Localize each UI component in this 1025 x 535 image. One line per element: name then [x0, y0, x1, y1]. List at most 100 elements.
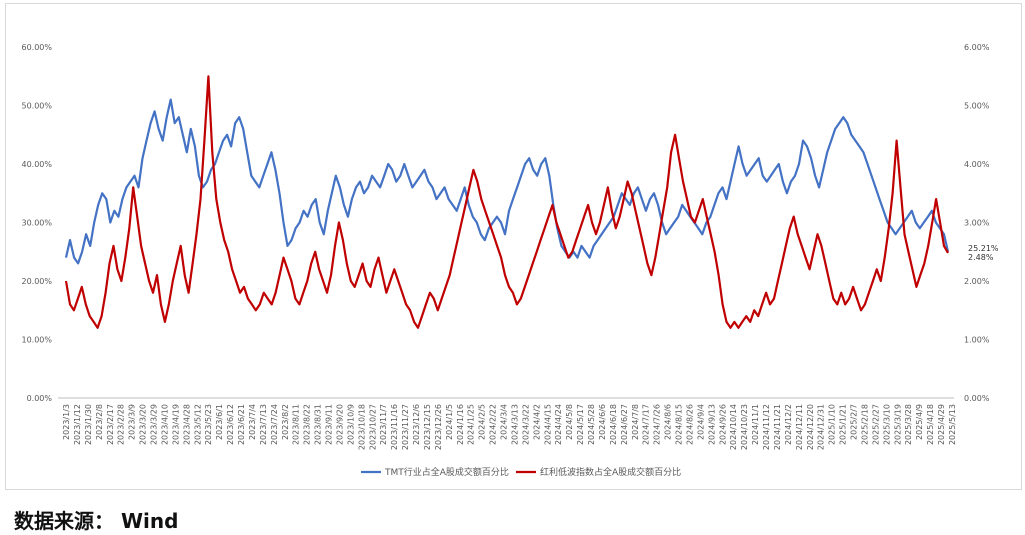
- x-axis-tick-label: 2025/4/18: [926, 404, 935, 445]
- x-axis-tick-label: 2024/6/27: [620, 404, 629, 445]
- left-axis-tick-label: 0.00%: [27, 394, 53, 403]
- x-axis-tick-label: 2024/10/14: [729, 404, 738, 450]
- x-axis-tick-label: 2024/7/26: [653, 404, 662, 445]
- x-axis-tick-label: 2024/11/12: [762, 404, 771, 450]
- x-axis-tick-label: 2023/11/16: [390, 404, 399, 450]
- x-axis-tick-label: 2024/8/15: [675, 404, 684, 445]
- x-axis-tick-label: 2023/9/20: [335, 404, 344, 445]
- x-axis-tick-label: 2023/12/6: [412, 404, 421, 445]
- x-axis-tick-label: 2023/11/7: [379, 404, 388, 445]
- x-axis-tick-label: 2024/1/25: [467, 404, 476, 445]
- x-axis-tick-label: 2023/8/11: [292, 404, 301, 445]
- x-axis-tick-label: 2023/3/20: [139, 404, 148, 445]
- left-axis-tick-label: 60.00%: [21, 43, 52, 52]
- series-line-dividend-low-vol: [64, 75, 949, 329]
- x-axis-tick-label: 2023/2/28: [117, 404, 126, 445]
- x-axis-tick-label: 2023/10/9: [346, 404, 355, 445]
- x-axis-tick-label: 2024/3/13: [510, 404, 519, 445]
- x-axis-tick-label: 2025/2/7: [850, 404, 859, 440]
- x-axis-tick-label: 2024/10/23: [740, 404, 749, 450]
- x-axis-tick-label: 2024/4/15: [543, 404, 552, 445]
- x-axis-tick-label: 2023/12/15: [423, 404, 432, 450]
- x-axis-tick-label: 2024/12/11: [795, 404, 804, 450]
- x-axis-tick-label: 2023/5/23: [204, 404, 213, 445]
- left-axis-tick-label: 20.00%: [21, 277, 52, 286]
- x-axis-tick-label: 2024/12/20: [806, 404, 815, 450]
- x-axis-tick-label: 2023/3/29: [150, 404, 159, 445]
- x-axis-tick-label: 2024/2/5: [478, 404, 487, 440]
- x-axis-tick-label: 2024/5/8: [565, 404, 574, 440]
- x-axis-tick-label: 2024/1/16: [456, 404, 465, 445]
- x-axis-tick-label: 2024/8/6: [664, 404, 673, 440]
- x-axis-tick-label: 2025/5/13: [948, 404, 957, 445]
- x-axis-tick-label: 2024/11/1: [751, 404, 760, 445]
- source-note: 数据来源： Wind: [14, 509, 179, 533]
- x-axis-tick-label: 2025/2/27: [871, 404, 880, 445]
- x-axis-tick-label: 2025/3/28: [904, 404, 913, 445]
- x-axis-tick-label: 2023/10/18: [357, 404, 366, 450]
- x-axis-tick-label: 2023/1/30: [84, 404, 93, 445]
- left-axis-tick-label: 10.00%: [21, 336, 52, 345]
- x-axis-tick-label: 2023/7/4: [248, 404, 257, 440]
- right-axis-tick-label: 1.00%: [964, 336, 990, 345]
- x-axis-tick-label: 2024/6/18: [609, 404, 618, 445]
- x-axis-tick-label: 2023/6/1: [215, 404, 224, 440]
- x-axis-tick-label: 2024/8/26: [685, 404, 694, 445]
- x-axis-tick-label: 2024/4/2: [532, 404, 541, 440]
- x-axis-tick-label: 2024/7/17: [642, 404, 651, 445]
- x-axis-tick-label: 2023/3/9: [128, 404, 137, 440]
- right-axis-tick-label: 2.00%: [964, 277, 990, 286]
- x-axis-tick-label: 2023/4/19: [171, 404, 180, 445]
- x-axis-tick-label: 2023/4/10: [160, 404, 169, 445]
- x-axis-tick-label: 2023/12/26: [434, 404, 443, 450]
- x-axis-tick-label: 2023/6/12: [226, 404, 235, 445]
- left-axis-tick-label: 50.00%: [21, 102, 52, 111]
- x-axis-tick-label: 2024/3/22: [521, 404, 530, 445]
- left-axis-tick-label: 30.00%: [21, 219, 52, 228]
- x-axis-tick-label: 2025/1/21: [839, 404, 848, 445]
- x-axis-tick-label: 2024/9/4: [696, 404, 705, 440]
- x-axis-tick-label: 2024/12/31: [817, 404, 826, 450]
- right-axis-tick-label: 4.00%: [964, 160, 990, 169]
- chart-frame: 0.00% 10.00% 20.00% 30.00% 40.00% 50.00% 60.00…: [5, 3, 1022, 490]
- x-axis-tick-label: 2023/8/22: [303, 404, 312, 445]
- x-axis-tick-label: 2023/1/3: [62, 404, 71, 440]
- x-axis-tick-label: 2023/8/2: [281, 404, 290, 440]
- left-axis-tick-label: 40.00%: [21, 160, 52, 169]
- x-axis-tick-label: 2024/9/26: [718, 404, 727, 445]
- x-axis-tick-label: 2023/6/21: [237, 404, 246, 445]
- series-end-label: 25.21%: [968, 244, 999, 253]
- x-axis-tick-label: 2024/2/22: [489, 404, 498, 445]
- line-chart: 0.00% 10.00% 20.00% 30.00% 40.00% 50.00% 60.00…: [21, 43, 999, 478]
- x-axis-tick-label: 2023/9/11: [325, 404, 334, 445]
- x-axis-tick-label: 2023/8/31: [314, 404, 323, 445]
- right-axis-tick-label: 6.00%: [964, 43, 990, 52]
- x-axis-tick-label: 2023/10/27: [368, 404, 377, 450]
- x-axis-tick-label: 2023/5/12: [193, 404, 202, 445]
- series-end-label: 2.48%: [968, 253, 994, 262]
- x-axis-tick-label: 2024/4/24: [554, 404, 563, 445]
- right-axis-tick-label: 5.00%: [964, 102, 990, 111]
- x-axis-tick-label: 2024/9/13: [707, 404, 716, 445]
- x-axis-tick-label: 2023/1/12: [73, 404, 82, 445]
- x-axis-tick-label: 2023/2/8: [95, 404, 104, 440]
- x-axis-tick-label: 2023/7/13: [259, 404, 268, 445]
- x-axis-tick-label: 2025/4/9: [915, 404, 924, 440]
- x-axis-tick-label: 2024/7/8: [631, 404, 640, 440]
- x-axis-tick-label: 2023/7/24: [270, 404, 279, 445]
- legend-label: TMT行业占全A股成交额百分比: [384, 466, 509, 478]
- x-axis-tick-label: 2024/5/17: [576, 404, 585, 445]
- right-axis-tick-label: 3.00%: [964, 219, 990, 228]
- x-axis-tick-label: 2023/2/17: [106, 404, 115, 445]
- x-axis-tick-label: 2024/6/6: [598, 404, 607, 440]
- x-axis-tick-label: 2025/4/29: [937, 404, 946, 445]
- x-axis-tick-label: 2025/3/19: [893, 404, 902, 445]
- right-axis-tick-label: 0.00%: [964, 394, 990, 403]
- x-axis-tick-label: 2025/3/10: [882, 404, 891, 445]
- x-axis-tick-label: 2025/1/10: [828, 404, 837, 445]
- x-axis-tick-label: 2024/1/5: [445, 404, 454, 440]
- x-axis-tick-label: 2023/4/28: [182, 404, 191, 445]
- x-axis-tick-label: 2024/12/2: [784, 404, 793, 445]
- x-axis-tick-label: 2024/11/21: [773, 404, 782, 450]
- legend-label: 红利低波指数占全A股成交额百分比: [540, 466, 681, 478]
